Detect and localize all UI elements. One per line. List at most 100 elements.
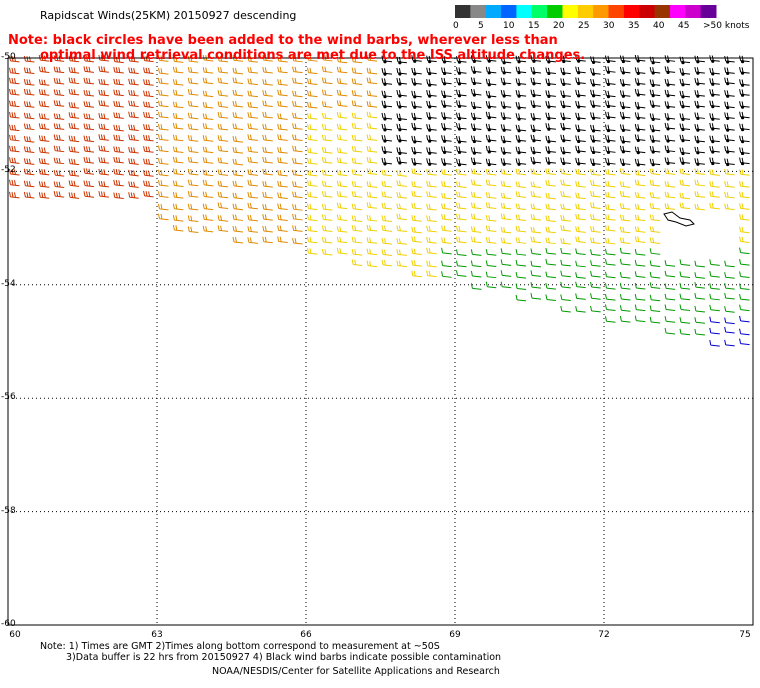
wind-barb — [560, 146, 571, 155]
wind-barb — [604, 224, 616, 232]
wind-barb — [336, 77, 348, 85]
wind-barb — [247, 146, 258, 153]
wind-barb — [292, 134, 303, 141]
wind-barb — [634, 179, 646, 187]
wind-barb — [217, 77, 229, 85]
wind-barb — [619, 247, 631, 255]
wind-barb — [292, 77, 303, 85]
wind-barb — [455, 202, 467, 210]
wind-barb — [232, 192, 244, 200]
wind-barb — [247, 101, 258, 109]
wind-barb — [396, 147, 407, 155]
wind-barb — [68, 146, 80, 153]
wind-barb — [590, 78, 601, 87]
wind-barb — [83, 180, 95, 188]
wind-barb — [560, 203, 571, 211]
wind-barb — [157, 145, 169, 153]
wind-barb — [306, 101, 318, 109]
wind-barb — [217, 123, 229, 131]
wind-barb — [545, 157, 556, 165]
wind-barb — [724, 191, 735, 199]
wind-barb — [157, 100, 169, 108]
wind-barb — [545, 247, 556, 255]
wind-barb — [187, 146, 199, 153]
wind-barb — [187, 156, 199, 164]
wind-barb — [396, 213, 407, 221]
wind-barb — [560, 215, 571, 222]
wind-barb — [23, 67, 35, 74]
x-tick-label: 60 — [9, 630, 21, 640]
wind-barb — [470, 249, 482, 256]
wind-barb — [694, 135, 705, 144]
wind-barb — [426, 78, 437, 87]
wind-barb — [485, 260, 497, 267]
wind-barb — [649, 294, 661, 302]
wind-barb — [441, 146, 452, 154]
wind-barb — [98, 134, 109, 141]
wind-barb — [679, 147, 691, 156]
wind-barb — [381, 191, 393, 198]
wind-barb — [8, 124, 20, 132]
wind-barb — [232, 236, 244, 244]
wind-barb — [98, 191, 109, 198]
wind-barb — [560, 179, 571, 187]
wind-barb — [724, 260, 735, 268]
wind-barb — [694, 293, 705, 300]
wind-barb — [381, 78, 393, 86]
wind-barb — [634, 226, 646, 233]
wind-barb — [411, 122, 422, 131]
wind-barb — [485, 281, 497, 289]
wind-barb — [470, 260, 482, 268]
wind-barb — [649, 260, 661, 267]
wind-barb — [739, 111, 750, 120]
wind-barb — [530, 100, 542, 109]
wind-barb — [83, 191, 95, 198]
wind-barb — [649, 66, 661, 75]
wind-barb — [619, 237, 631, 244]
wind-barb — [143, 101, 154, 109]
wind-barb — [157, 111, 169, 119]
wind-barb — [515, 225, 527, 233]
wind-barb — [545, 203, 556, 211]
wind-barb — [649, 179, 661, 187]
wind-barb — [575, 77, 586, 86]
wind-barb — [262, 79, 273, 86]
wind-barb — [455, 236, 467, 244]
legend-swatch — [669, 5, 686, 18]
wind-barb — [619, 203, 631, 210]
wind-barb — [575, 181, 586, 188]
wind-barb — [53, 191, 65, 198]
wind-barb — [232, 112, 244, 119]
wind-barb — [262, 90, 273, 97]
wind-barb — [634, 146, 646, 155]
wind-barb — [575, 306, 586, 313]
wind-barb — [664, 203, 676, 210]
wind-barb — [500, 66, 512, 75]
wind-barb — [262, 66, 273, 74]
wind-barb — [128, 78, 139, 86]
wind-barb — [53, 169, 65, 177]
wind-barb — [500, 101, 512, 109]
wind-barb — [366, 77, 378, 85]
wind-barb — [351, 112, 363, 120]
wind-barb — [530, 282, 542, 289]
wind-barb — [470, 147, 482, 155]
wind-barb — [8, 134, 20, 142]
wind-barb — [187, 168, 199, 176]
wind-barb — [232, 89, 244, 97]
wind-barb — [455, 168, 467, 176]
wind-barb — [247, 112, 258, 119]
wind-barb — [172, 180, 184, 188]
wind-barb — [232, 147, 244, 154]
footer-credit: NOAA/NESDIS/Center for Satellite Applica… — [212, 666, 500, 677]
wind-barb — [426, 169, 437, 176]
wind-barb — [694, 158, 705, 166]
wind-barb — [590, 134, 601, 143]
wind-barb — [515, 203, 527, 211]
wind-barb — [500, 270, 512, 277]
wind-barb — [560, 225, 571, 232]
wind-barb — [619, 191, 631, 198]
wind-barb — [217, 135, 229, 142]
wind-barb — [381, 100, 393, 109]
wind-barb — [560, 55, 571, 64]
